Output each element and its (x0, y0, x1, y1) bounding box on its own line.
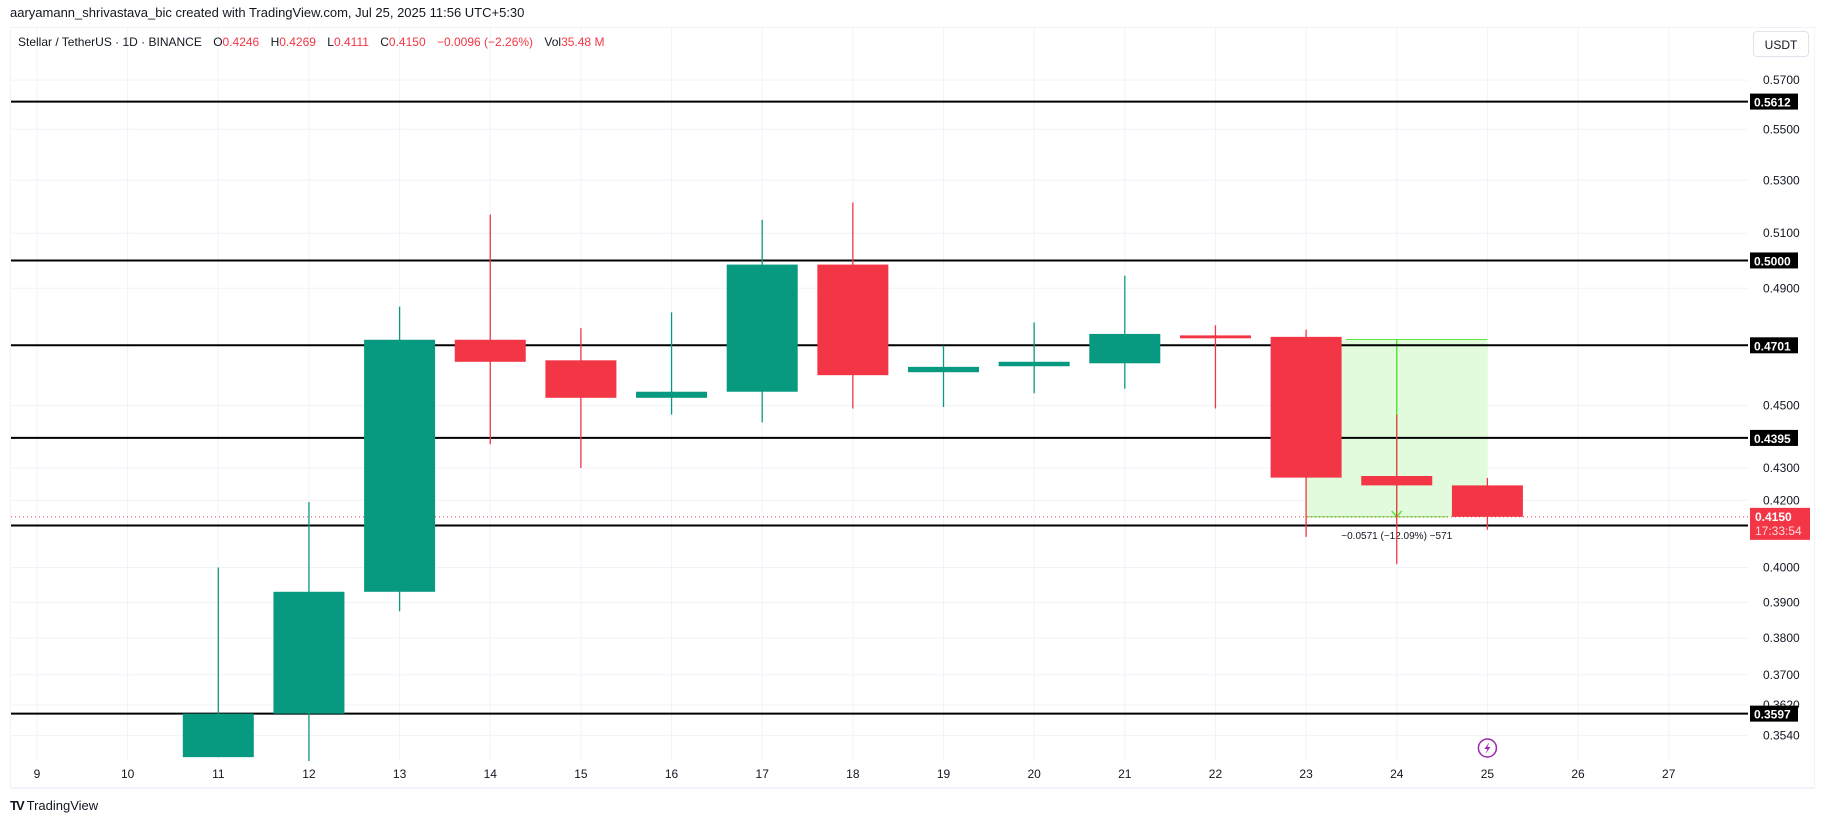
time-tick-label: 13 (393, 767, 407, 781)
price-tick-label: 0.5100 (1763, 226, 1800, 240)
time-tick-label: 9 (34, 767, 41, 781)
time-tick-label: 15 (574, 767, 588, 781)
time-tick-label: 19 (937, 767, 951, 781)
price-tick-label: 0.4300 (1763, 461, 1800, 475)
last-price-badge: 0.4150 (1755, 510, 1792, 524)
high-label: H (270, 35, 280, 49)
symbol-legend: Stellar / TetherUS · 1D · BINANCE O0.424… (18, 35, 612, 49)
low-value: 0.4111 (333, 35, 369, 49)
candle (1451, 477, 1523, 530)
candle (182, 567, 254, 758)
time-tick-label: 23 (1299, 767, 1313, 781)
symbol-title[interactable]: Stellar / TetherUS · 1D · BINANCE (18, 35, 202, 49)
level-price-badge: 0.4395 (1754, 432, 1791, 446)
candle (1179, 325, 1251, 409)
candles (182, 202, 1523, 761)
time-tick-label: 16 (665, 767, 679, 781)
price-tick-label: 0.5700 (1763, 73, 1800, 87)
candle (1361, 414, 1433, 565)
price-tick-label: 0.3700 (1763, 668, 1800, 682)
tradingview-logo-icon: TV (10, 798, 25, 813)
tradingview-brand[interactable]: TV TradingView (10, 798, 98, 813)
close-label: C (380, 35, 389, 49)
price-tick-label: 0.4000 (1763, 561, 1800, 575)
candle (1089, 275, 1161, 389)
price-tick-label: 0.5500 (1763, 122, 1800, 136)
time-tick-label: 11 (212, 767, 225, 781)
volume-label: Vol (544, 35, 562, 49)
chart-credit: aaryamann_shrivastava_bic created with T… (10, 5, 525, 20)
time-tick-label: 18 (846, 767, 860, 781)
lightning-icon[interactable] (1477, 738, 1498, 758)
price-tick-label: 0.3540 (1763, 729, 1800, 743)
candle (998, 322, 1070, 394)
candle (454, 214, 526, 445)
time-tick-label: 21 (1118, 767, 1132, 781)
level-price-badge: 0.3597 (1754, 708, 1791, 722)
brand-name: TradingView (26, 798, 99, 813)
candle (636, 312, 708, 415)
time-tick-label: 10 (121, 767, 135, 781)
time-axis[interactable]: 9 10 11 12 13 14 15 16 17 18 19 20 21 22 23 24 25 26 27 (34, 767, 1676, 781)
price-tick-label: 0.3900 (1763, 595, 1800, 609)
close-value: 0.4150 (388, 35, 426, 49)
candle (364, 306, 436, 612)
time-tick-label: 25 (1481, 767, 1495, 781)
level-price-badge: 0.5000 (1754, 254, 1791, 268)
candle (908, 345, 979, 407)
currency-button[interactable]: USDT (1753, 31, 1809, 57)
candle (545, 328, 617, 468)
time-tick-label: 14 (484, 767, 498, 781)
low-label: L (327, 35, 334, 49)
price-tick-label: 0.4900 (1763, 281, 1800, 295)
time-tick-label: 26 (1571, 767, 1585, 781)
open-value: 0.4246 (222, 35, 260, 49)
level-price-badge: 0.5612 (1754, 96, 1791, 110)
candle (817, 202, 889, 409)
price-tick-label: 0.4500 (1763, 398, 1800, 412)
level-price-badge: 0.4701 (1754, 339, 1791, 353)
time-tick-label: 17 (756, 767, 770, 781)
horizontal-levels[interactable] (11, 100, 1748, 715)
change-value: −0.0096 (−2.26%) (436, 35, 534, 49)
price-tick-label: 0.4200 (1763, 493, 1800, 507)
price-axis[interactable]: 0.5700 0.5500 0.5300 0.5100 0.4900 0.4500 0.43… (1750, 73, 1810, 743)
time-tick-label: 12 (302, 767, 316, 781)
bar-countdown: 17:33:54 (1755, 524, 1802, 538)
price-tick-label: 0.3800 (1763, 631, 1800, 645)
candle (726, 219, 798, 423)
candle (1270, 329, 1342, 537)
time-tick-label: 20 (1027, 767, 1041, 781)
candle (273, 502, 345, 761)
price-tick-label: 0.5300 (1763, 173, 1800, 187)
time-tick-label: 22 (1209, 767, 1223, 781)
high-value: 0.4269 (279, 35, 316, 49)
volume-value: 35.48 M (561, 35, 605, 49)
time-tick-label: 24 (1390, 767, 1404, 781)
time-tick-label: 27 (1662, 767, 1676, 781)
open-label: O (213, 35, 223, 49)
